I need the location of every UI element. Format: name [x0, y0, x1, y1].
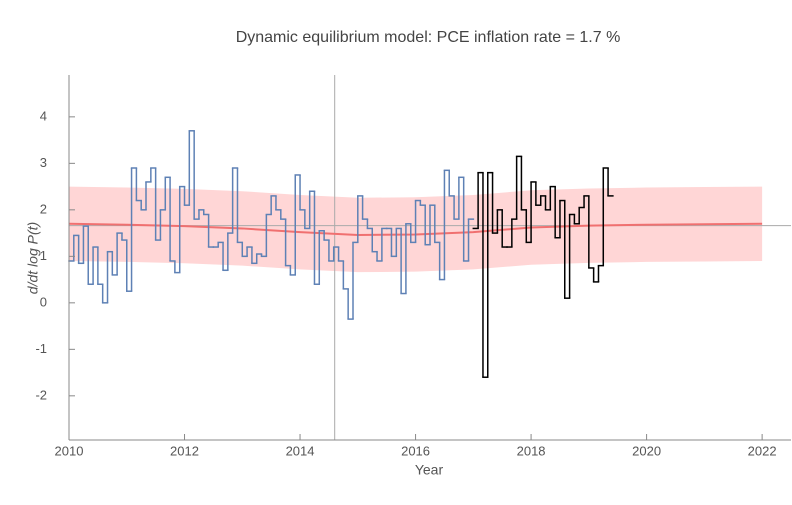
x-tick-label: 2022 [748, 443, 777, 458]
x-tick-label: 2012 [170, 443, 199, 458]
y-axis-label: d/dt log P(t) [25, 222, 41, 294]
y-tick-label: 1 [40, 248, 47, 263]
x-tick-label: 2014 [286, 443, 315, 458]
y-tick-label: -2 [35, 387, 47, 402]
x-tick-label: 2018 [517, 443, 546, 458]
y-tick-label: 2 [40, 201, 47, 216]
x-tick-label: 2020 [632, 443, 661, 458]
y-tick-label: 0 [40, 294, 47, 309]
y-tick-label: 3 [40, 155, 47, 170]
y-tick-label: 4 [40, 108, 47, 123]
y-tick-label: -1 [35, 341, 47, 356]
x-tick-label: 2016 [401, 443, 430, 458]
x-axis-label: Year [415, 462, 444, 478]
chart-title: Dynamic equilibrium model: PCE inflation… [236, 29, 621, 46]
x-tick-label: 2010 [55, 443, 84, 458]
